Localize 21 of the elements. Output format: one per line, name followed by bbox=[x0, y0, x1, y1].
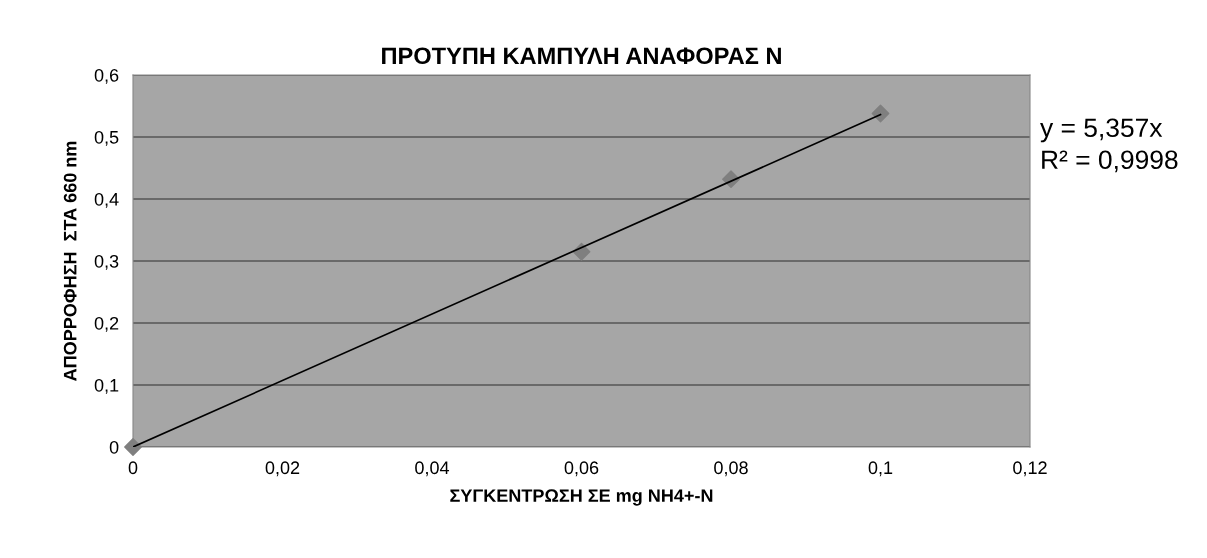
x-tick-label: 0,06 bbox=[564, 461, 599, 477]
y-tick-label: 0,5 bbox=[94, 130, 119, 146]
y-tick-label: 0 bbox=[109, 440, 119, 454]
y-tick-label: 0,4 bbox=[94, 192, 119, 208]
x-axis-title: ΣΥΓΚΕΝΤΡΩΣΗ ΣΕ mg NH4+-N bbox=[450, 489, 713, 506]
point bbox=[871, 104, 890, 123]
y-tick-label: 0,2 bbox=[94, 316, 119, 332]
x-tick-label: 0 bbox=[128, 461, 138, 475]
x-tick-label: 0,04 bbox=[415, 461, 450, 477]
text: y = 5,357x bbox=[1040, 118, 1163, 143]
chart-title: ΠΡΟΤΥΠΗ ΚΑΜΠΥΛΗ ΑΝΑΦΟΡΑΣ Ν bbox=[382, 47, 781, 65]
x-tick-label: 0,1 bbox=[868, 461, 893, 477]
x-tick-label: 0,08 bbox=[714, 461, 748, 477]
x-tick-label: 0,02 bbox=[265, 461, 300, 477]
y-tick-label: 0,6 bbox=[94, 68, 119, 84]
point bbox=[124, 438, 142, 456]
text: R² = 0,9998 bbox=[1042, 150, 1178, 173]
y-tick-label: 0,1 bbox=[94, 378, 119, 394]
x-tick-label: 0,12 bbox=[1013, 461, 1047, 477]
y-tick-label: 0,3 bbox=[94, 254, 119, 270]
y-axis-title: ΑΠΟΡΡΟΦΗΣΗ ΣΤΑ 660 nm bbox=[63, 141, 77, 381]
